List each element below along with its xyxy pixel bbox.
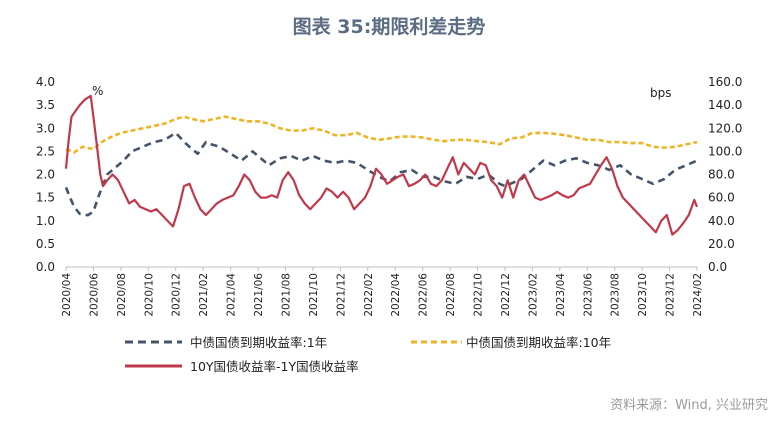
x-tick-label: 2021/10 (308, 273, 320, 317)
x-tick-label: 2023/02 (527, 273, 539, 317)
x-tick-label: 2023/04 (555, 273, 567, 317)
y-left-tick-label: 0.0 (36, 260, 55, 274)
x-tick-label: 2020/12 (171, 273, 183, 317)
y-right-tick-label: 0.0 (708, 260, 727, 274)
y-left-tick-label: 1.5 (36, 191, 55, 205)
legend-label-spread: 10Y国债收益率-1Y国债收益率 (190, 359, 359, 374)
x-tick-label: 2022/04 (390, 273, 402, 317)
y-right-tick-label: 160.0 (708, 75, 742, 89)
x-tick-label: 2024/02 (692, 273, 704, 317)
x-tick-label: 2020/04 (61, 273, 73, 317)
y-left-tick-label: 2.0 (36, 168, 55, 182)
series-10y-line (65, 115, 698, 154)
y-right-tick-label: 140.0 (708, 98, 742, 112)
series-spread-line (64, 94, 699, 236)
y-left-tick-label: 3.5 (36, 98, 55, 112)
series-lines (64, 94, 699, 236)
series-1y-line (64, 131, 698, 217)
y-right-tick-label: 80.0 (708, 168, 735, 182)
x-tick-label: 2022/02 (363, 273, 375, 317)
x-tick-label: 2021/06 (253, 273, 265, 317)
legend-label-10y: 中债国债到期收益率:10年 (466, 335, 611, 350)
y-left-tick-label: 3.0 (36, 121, 55, 135)
legend-label-1y: 中债国债到期收益率:1年 (190, 335, 327, 350)
x-tick-label: 2020/10 (143, 273, 155, 317)
x-tick-label: 2020/08 (116, 273, 128, 317)
y-right-tick-label: 60.0 (708, 191, 735, 205)
x-tick-label: 2022/10 (473, 273, 485, 317)
x-tick-label: 2022/06 (418, 273, 430, 317)
y-axis-left: 0.0 0.5 1.0 1.5 2.0 2.5 3.0 3.5 4.0 (36, 75, 55, 274)
y-right-tick-label: 40.0 (708, 214, 735, 228)
source-note: 资料来源：Wind, 兴业研究 (610, 398, 768, 413)
y-right-tick-label: 20.0 (708, 237, 735, 251)
x-tick-label: 2020/06 (88, 273, 100, 317)
y-left-tick-label: 2.5 (36, 144, 55, 158)
y-right-tick-label: 100.0 (708, 144, 742, 158)
legend: 中债国债到期收益率:1年 中债国债到期收益率:10年 10Y国债收益率-1Y国债… (125, 335, 611, 374)
x-tick-label: 2021/04 (226, 273, 238, 317)
x-tick-label: 2023/12 (665, 273, 677, 317)
x-tick-label: 2021/02 (198, 273, 210, 317)
y-left-tick-label: 1.0 (36, 214, 55, 228)
chart-title: 图表 35:期限利差走势 (293, 15, 486, 38)
y-left-tick-label: 0.5 (36, 237, 55, 251)
x-tick-label: 2022/12 (500, 273, 512, 317)
x-tick-label: 2023/10 (637, 273, 649, 317)
x-tick-label: 2023/08 (610, 273, 622, 317)
left-unit-label: % (92, 84, 103, 98)
x-tick-label: 2021/08 (280, 273, 292, 317)
right-unit-label: bps (650, 86, 672, 100)
y-axis-right: 0.0 20.0 40.0 60.0 80.0 100.0 120.0 140.0 160.0 (708, 75, 742, 274)
x-axis: 2020/04 2020/06 2020/08 2020/10 2020/12 2021/… (61, 267, 704, 317)
x-tick-label: 2021/12 (335, 273, 347, 317)
x-tick-label: 2022/08 (445, 273, 457, 317)
y-left-tick-label: 4.0 (36, 75, 55, 89)
x-tick-label: 2023/06 (582, 273, 594, 317)
y-right-tick-label: 120.0 (708, 121, 742, 135)
